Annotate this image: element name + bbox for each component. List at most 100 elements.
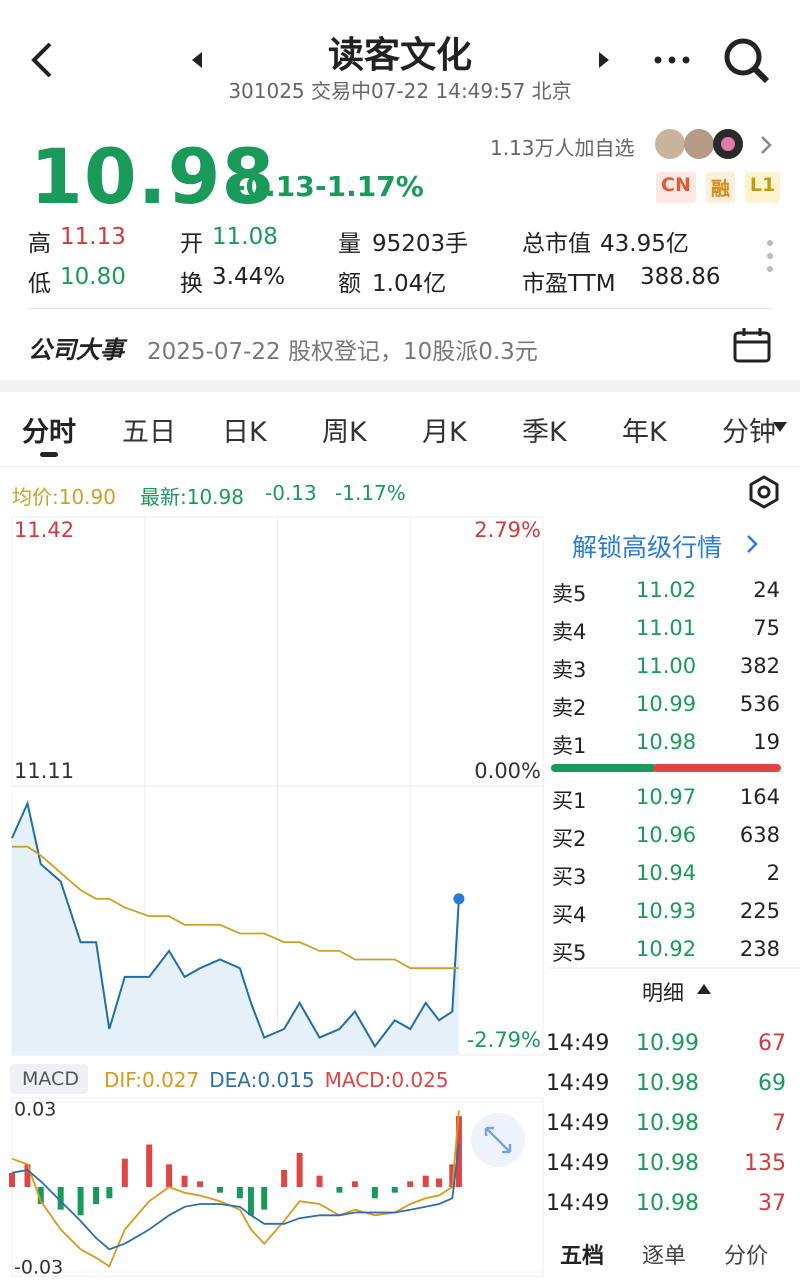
stat-label: 市盈TTM xyxy=(522,271,616,297)
last-price: 10.98 xyxy=(30,132,276,221)
trade-price: 10.98 xyxy=(636,1111,699,1136)
series-line xyxy=(11,800,460,1049)
stat-value: 388.86 xyxy=(640,264,721,290)
macd-bar xyxy=(106,1187,113,1199)
detail-tab[interactable]: 明细 xyxy=(642,981,684,1005)
macd-bar xyxy=(166,1164,173,1187)
book-price: 11.01 xyxy=(636,616,697,640)
macd-bar xyxy=(407,1181,414,1187)
period-tab[interactable]: 五日 xyxy=(122,417,176,448)
macd-bar xyxy=(93,1187,100,1204)
book-volume: 24 xyxy=(753,578,780,602)
stats-more[interactable] xyxy=(764,238,776,274)
back-button[interactable] xyxy=(28,40,58,80)
period-tab[interactable]: 分钟 xyxy=(722,417,776,448)
book-tab[interactable]: 分价 xyxy=(724,1244,769,1269)
latest-dot xyxy=(453,893,465,905)
macd-bar xyxy=(351,1181,358,1187)
latest-change: -0.13 xyxy=(265,481,317,505)
event-label[interactable]: 公司大事 xyxy=(28,336,124,364)
unlock-arrow[interactable] xyxy=(747,535,758,553)
stock-title: 读客文化 xyxy=(327,35,472,76)
book-label: 卖2 xyxy=(552,696,587,720)
buy-ratio xyxy=(551,764,657,772)
book-label: 买3 xyxy=(552,865,587,889)
badge: 融 xyxy=(705,172,735,203)
book-label: 卖4 xyxy=(552,620,587,644)
series-line xyxy=(11,1144,460,1251)
book-volume: 225 xyxy=(739,899,780,923)
book-volume: 164 xyxy=(739,785,780,809)
macd-bar xyxy=(281,1170,288,1187)
macd-bar xyxy=(371,1187,378,1199)
divider xyxy=(28,308,772,309)
legend-entry: DIF:0.027 xyxy=(104,1068,200,1092)
calendar-icon[interactable] xyxy=(732,326,772,364)
trade-volume: 67 xyxy=(758,1031,786,1056)
watchers: 1.13万人加自选 xyxy=(490,136,635,160)
stat-label: 额 xyxy=(338,271,361,297)
minute-dropdown[interactable] xyxy=(772,420,788,434)
macd-tag-bg[interactable] xyxy=(10,1064,88,1094)
trade-time: 14:49 xyxy=(546,1031,610,1056)
book-volume: 382 xyxy=(739,654,780,678)
stat-label: 量 xyxy=(338,231,361,257)
unlock-link[interactable]: 解锁高级行情 xyxy=(572,533,723,562)
stock-subtitle: 301025 交易中07-22 14:49:57 北京 xyxy=(228,79,572,103)
stat-label: 低 xyxy=(28,271,51,297)
section-gap xyxy=(0,380,800,392)
trade-time: 14:49 xyxy=(546,1071,610,1096)
trade-time: 14:49 xyxy=(546,1191,610,1216)
macd-title[interactable]: MACD xyxy=(22,1068,79,1090)
trade-volume: 69 xyxy=(758,1071,786,1096)
period-tab[interactable]: 年K xyxy=(622,417,667,448)
trade-price: 10.98 xyxy=(636,1191,699,1216)
macd-bar xyxy=(391,1187,398,1193)
divider xyxy=(0,466,800,467)
period-tab[interactable]: 分时 xyxy=(22,417,76,448)
latest-price: 最新:10.98 xyxy=(140,485,244,509)
period-tab[interactable]: 季K xyxy=(522,417,567,448)
book-price: 11.02 xyxy=(636,578,697,602)
price-area xyxy=(12,803,459,1055)
macd-bar xyxy=(449,1164,456,1187)
avatars[interactable] xyxy=(654,126,750,162)
badges: CN 融 L1 xyxy=(656,172,781,203)
more-menu[interactable] xyxy=(652,52,692,68)
period-tab[interactable]: 月K xyxy=(422,417,467,448)
macd-bar xyxy=(9,1172,15,1187)
book-label: 买4 xyxy=(552,903,587,927)
event-text[interactable]: 2025-07-22 股权登记，10股派0.3元 xyxy=(147,339,538,365)
y-tick-label: 0.03 xyxy=(14,1099,56,1121)
period-tab[interactable]: 日K xyxy=(222,417,267,448)
macd-bar xyxy=(336,1187,343,1193)
price-change: -0.13 xyxy=(234,170,315,203)
stat-label: 换 xyxy=(180,271,203,297)
book-tab[interactable]: 五档 xyxy=(560,1244,605,1269)
book-price: 10.96 xyxy=(636,823,697,847)
period-tab[interactable]: 周K xyxy=(322,417,367,448)
watchers-arrow[interactable] xyxy=(758,134,774,156)
stat-value: 43.95亿 xyxy=(600,231,689,257)
macd-bar xyxy=(77,1187,84,1216)
badge: CN xyxy=(656,172,696,203)
macd-bar xyxy=(422,1175,429,1187)
macd-bar xyxy=(24,1164,31,1187)
book-price: 10.92 xyxy=(636,937,697,961)
sell-ratio xyxy=(653,764,781,772)
stat-label: 开 xyxy=(180,231,203,257)
stat-value: 95203手 xyxy=(372,231,469,257)
book-volume: 2 xyxy=(766,861,780,885)
book-price: 10.97 xyxy=(636,785,697,809)
expand-button[interactable] xyxy=(470,1112,526,1168)
avg-price: 均价:10.90 xyxy=(12,485,116,509)
y-tick-label: 11.42 xyxy=(14,518,74,542)
search-button[interactable] xyxy=(722,36,772,86)
trade-volume: 7 xyxy=(772,1111,786,1136)
macd-bar xyxy=(146,1144,153,1187)
prev-stock[interactable] xyxy=(190,50,206,70)
chart-settings[interactable] xyxy=(746,474,782,510)
book-tab[interactable]: 逐单 xyxy=(642,1244,687,1269)
next-stock[interactable] xyxy=(595,50,611,70)
